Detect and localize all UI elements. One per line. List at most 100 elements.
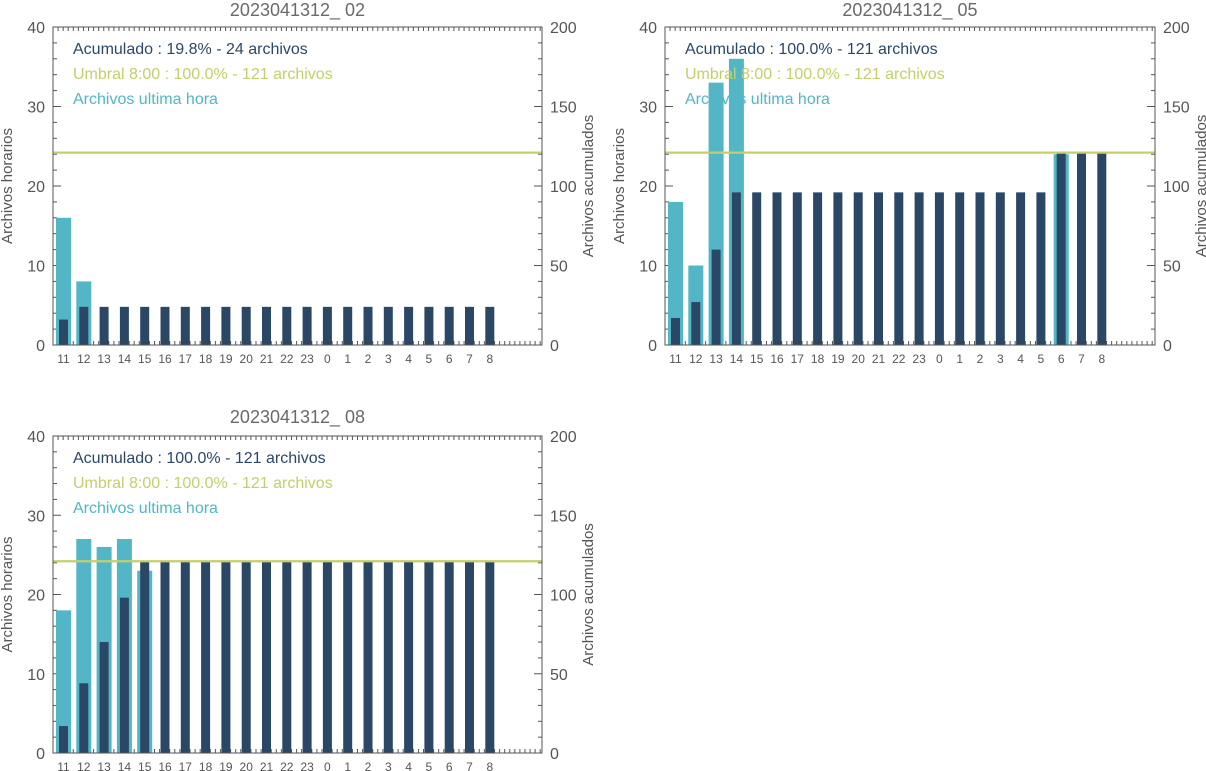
x-tick-label: 23: [300, 760, 314, 771]
x-tick-label: 7: [466, 352, 473, 366]
hourly-bar: [56, 217, 71, 345]
cumulative-bar: [160, 306, 170, 345]
left-tick-label: 30: [27, 508, 45, 525]
cumulative-bar: [119, 306, 129, 345]
x-tick-label: 12: [689, 352, 703, 366]
chart-panel-2: 2023041312_ 05010203040050100150200Archi…: [611, 0, 1206, 366]
left-axis-title: Archivos horarios: [0, 537, 16, 653]
left-tick-label: 30: [639, 100, 657, 117]
right-tick-label: 100: [550, 588, 577, 605]
cumulative-bar: [813, 192, 823, 345]
cumulative-bar: [1097, 152, 1107, 345]
left-tick-label: 10: [639, 259, 657, 276]
x-tick-label: 6: [446, 352, 453, 366]
cumulative-bar: [833, 192, 843, 345]
cumulative-bar: [424, 306, 434, 345]
right-tick-label: 150: [550, 508, 577, 525]
cumulative-bar: [343, 306, 353, 345]
cumulative-bar: [995, 192, 1005, 345]
cumulative-bar: [772, 192, 782, 345]
plot-frame: [52, 435, 543, 754]
x-tick-label: 22: [280, 352, 294, 366]
cumulative-bar: [752, 192, 762, 345]
x-tick-label: 16: [158, 352, 172, 366]
right-tick-label: 50: [550, 667, 568, 684]
right-tick-label: 200: [550, 20, 577, 37]
cumulative-bar: [79, 683, 89, 753]
cumulative-bar: [99, 306, 109, 345]
x-tick-label: 3: [997, 352, 1004, 366]
cumulative-bar: [1016, 192, 1026, 345]
x-tick-label: 21: [260, 760, 274, 771]
cumulative-bar: [262, 306, 271, 345]
x-tick-label: 2: [977, 352, 984, 366]
cumulative-bar: [59, 726, 68, 753]
left-axis-title: Archivos horarios: [0, 128, 16, 244]
left-tick-label: 40: [639, 20, 657, 37]
x-tick-label: 16: [770, 352, 784, 366]
cumulative-bar: [99, 642, 109, 753]
cumulative-bar: [180, 561, 190, 753]
x-tick-label: 1: [344, 352, 351, 366]
x-tick-label: 18: [811, 352, 825, 366]
right-tick-label: 100: [1163, 179, 1190, 196]
hourly-bar: [668, 201, 683, 345]
x-tick-label: 19: [219, 352, 233, 366]
x-tick-label: 4: [405, 352, 412, 366]
x-tick-label: 1: [344, 760, 351, 771]
left-tick-label: 0: [648, 338, 657, 355]
x-tick-label: 20: [852, 352, 866, 366]
legend-entry: Archivos ultima hora: [73, 91, 218, 108]
x-tick-label: 19: [831, 352, 845, 366]
x-tick-label: 5: [426, 760, 433, 771]
chart-panel-1: 2023041312_ 02010203040050100150200Archi…: [0, 0, 597, 366]
cumulative-bar: [465, 561, 474, 753]
right-tick-label: 0: [550, 338, 559, 355]
x-tick-label: 18: [199, 760, 213, 771]
right-tick-label: 200: [550, 429, 577, 446]
left-tick-label: 20: [27, 179, 45, 196]
right-tick-label: 150: [1163, 100, 1190, 117]
cumulative-bar: [485, 306, 495, 345]
left-tick-label: 10: [27, 667, 45, 684]
cumulative-bar: [241, 306, 251, 345]
cumulative-bar: [140, 306, 150, 345]
cumulative-bar: [262, 561, 271, 753]
cumulative-bar: [934, 192, 944, 345]
x-tick-label: 22: [892, 352, 906, 366]
plot-frame: [664, 26, 1156, 346]
cumulative-bar: [853, 192, 863, 345]
x-tick-label: 8: [486, 760, 493, 771]
right-tick-label: 50: [550, 259, 568, 276]
cumulative-bar: [322, 561, 332, 753]
x-tick-label: 1: [956, 352, 963, 366]
cumulative-bar: [465, 306, 474, 345]
right-axis-title: Archivos acumulados: [580, 115, 597, 258]
x-tick-label: 2: [365, 760, 372, 771]
legend-entry: Archivos ultima hora: [73, 500, 218, 517]
cumulative-bar: [424, 561, 434, 753]
right-tick-label: 100: [550, 179, 577, 196]
x-tick-label: 12: [77, 760, 91, 771]
legend-entry: Acumulado : 19.8% - 24 archivos: [73, 41, 308, 58]
cumulative-bar: [302, 561, 312, 753]
x-tick-label: 19: [219, 760, 233, 771]
left-tick-label: 20: [639, 179, 657, 196]
x-tick-label: 21: [872, 352, 886, 366]
x-tick-label: 5: [426, 352, 433, 366]
x-tick-label: 20: [240, 352, 254, 366]
right-axis-title: Archivos acumulados: [1193, 115, 1206, 258]
cumulative-bar: [322, 306, 332, 345]
cumulative-bar: [383, 306, 393, 345]
cumulative-bar: [404, 561, 414, 753]
left-tick-label: 0: [36, 746, 45, 763]
cumulative-bar: [79, 306, 89, 345]
cumulative-bar: [221, 306, 231, 345]
cumulative-bar: [302, 306, 312, 345]
cumulative-bar: [691, 302, 701, 345]
x-tick-label: 13: [97, 760, 111, 771]
x-tick-label: 2: [365, 352, 372, 366]
cumulative-bar: [731, 192, 741, 345]
x-tick-label: 7: [466, 760, 473, 771]
